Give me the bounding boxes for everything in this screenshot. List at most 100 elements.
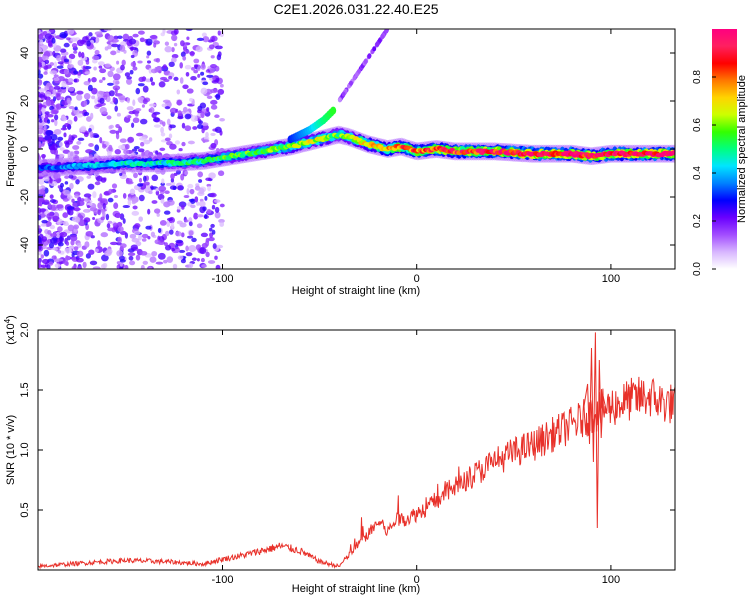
noise-speck — [49, 70, 58, 75]
noise-speck — [92, 266, 101, 269]
noise-speck — [117, 236, 122, 244]
noise-speck — [163, 259, 168, 264]
noise-speck — [61, 80, 67, 88]
noise-speck — [41, 55, 49, 61]
noise-speck — [124, 143, 130, 150]
noise-speck — [47, 230, 52, 235]
noise-speck — [62, 189, 71, 196]
noise-speck — [74, 106, 78, 111]
noise-speck — [105, 213, 110, 221]
noise-speck — [81, 52, 85, 59]
noise-speck — [38, 250, 42, 256]
noise-speck — [62, 221, 66, 225]
faint-branch-blob — [341, 91, 346, 97]
noise-speck — [179, 77, 184, 84]
noise-speck — [43, 249, 50, 257]
noise-speck — [173, 42, 178, 47]
noise-speck — [121, 59, 126, 66]
noise-speck — [51, 255, 57, 260]
noise-speck — [119, 44, 126, 52]
noise-speck — [143, 139, 151, 145]
noise-speck — [50, 237, 58, 244]
x-tick-label: 100 — [602, 574, 620, 586]
noise-speck — [185, 252, 193, 257]
noise-speck — [188, 245, 197, 252]
noise-speck — [145, 225, 152, 230]
noise-speck — [38, 178, 45, 185]
faint-branch-blob — [349, 80, 353, 86]
noise-speck — [206, 208, 212, 214]
noise-speck — [83, 208, 89, 213]
noise-speck — [135, 254, 141, 261]
noise-speck — [164, 46, 173, 53]
noise-speck — [173, 172, 178, 176]
faint-branch-blob — [337, 97, 342, 103]
y-tick-label: 0.5 — [19, 502, 31, 517]
noise-speck — [73, 50, 78, 54]
noise-speck — [53, 148, 59, 156]
noise-speck — [141, 104, 145, 108]
noise-speck — [94, 248, 99, 253]
noise-speck — [40, 44, 49, 51]
snr-background — [38, 330, 675, 570]
noise-speck — [56, 55, 62, 62]
noise-speck — [155, 261, 164, 265]
noise-speck — [56, 204, 64, 209]
noise-speck — [186, 88, 194, 94]
noise-speck — [148, 137, 153, 142]
noise-speck — [200, 71, 205, 76]
noise-speck — [169, 107, 178, 114]
noise-speck — [153, 42, 157, 48]
noise-speck — [142, 85, 149, 93]
noise-speck — [48, 242, 55, 249]
noise-speck — [124, 72, 131, 78]
x-tick-label: 0 — [414, 574, 420, 586]
noise-speck — [57, 241, 64, 247]
x-tick-label: 100 — [602, 273, 620, 285]
noise-speck — [196, 214, 204, 218]
noise-speck — [206, 107, 210, 112]
noise-speck — [88, 143, 94, 147]
noise-speck — [38, 186, 43, 190]
noise-speck — [130, 244, 138, 251]
noise-speck — [107, 150, 112, 157]
noise-speck — [38, 73, 44, 79]
noise-speck — [135, 107, 142, 112]
noise-speck — [91, 87, 98, 95]
noise-speck — [197, 73, 201, 78]
noise-speck — [205, 240, 210, 247]
noise-speck — [207, 185, 211, 192]
noise-speck — [88, 249, 95, 255]
noise-speck — [163, 210, 171, 215]
noise-speck — [196, 258, 200, 262]
noise-speck — [166, 256, 174, 263]
noise-speck — [182, 106, 188, 113]
noise-speck — [199, 102, 207, 109]
noise-speck — [172, 263, 178, 269]
noise-speck — [84, 71, 91, 75]
noise-speck — [38, 127, 44, 135]
noise-speck — [165, 182, 172, 186]
noise-speck — [94, 98, 98, 104]
noise-speck — [90, 36, 96, 41]
noise-speck — [104, 250, 112, 257]
noise-speck — [197, 171, 204, 178]
noise-speck — [128, 255, 134, 261]
noise-speck — [152, 117, 160, 123]
x-tick-label: 0 — [414, 273, 420, 285]
noise-speck — [132, 33, 139, 38]
snr-x-ticks: -100 0 100 — [211, 330, 620, 586]
noise-speck — [188, 262, 194, 269]
y-tick-label: 1.5 — [19, 382, 31, 397]
noise-speck — [74, 206, 80, 212]
noise-speck — [192, 126, 198, 130]
noise-speck — [129, 233, 137, 239]
noise-speck — [174, 140, 181, 145]
noise-speck — [95, 103, 103, 108]
noise-speck — [149, 35, 158, 39]
noise-speck — [168, 133, 173, 139]
noise-speck — [45, 64, 52, 69]
noise-speck — [97, 202, 103, 210]
noise-speck — [44, 33, 52, 40]
noise-speck — [127, 252, 136, 257]
